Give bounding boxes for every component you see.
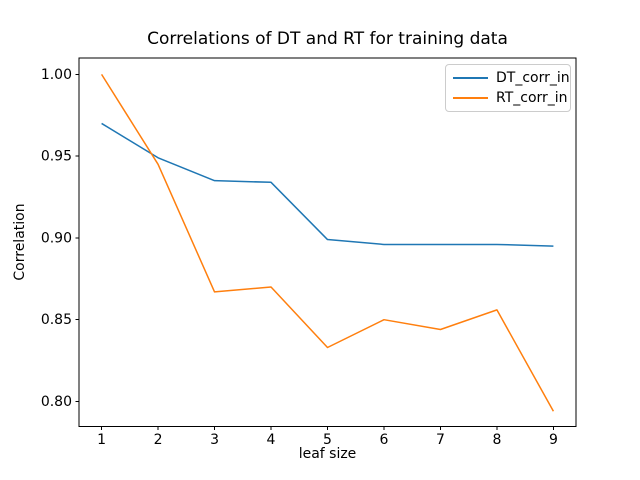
legend-item-rt: RT_corr_in: [453, 88, 568, 108]
x-tick-label: 9: [549, 432, 558, 448]
legend-item-dt: DT_corr_in: [453, 68, 570, 88]
chart-title: Correlations of DT and RT for training d…: [147, 29, 508, 49]
y-tick-label: 1.00: [41, 67, 72, 83]
legend-label-dt: DT_corr_in: [496, 70, 570, 86]
y-tick-label: 0.85: [41, 312, 72, 328]
x-axis-label: leaf size: [298, 446, 357, 462]
axes-frame: [78, 57, 577, 427]
legend-line-swatch-rt: [453, 97, 488, 99]
x-tick-label: 8: [492, 432, 501, 448]
x-tick-label: 6: [380, 432, 389, 448]
x-tick-label: 5: [323, 432, 332, 448]
x-tick-label: 7: [436, 432, 445, 448]
series-line-RT_corr_in: [100, 73, 555, 412]
y-tick-label: 0.80: [41, 394, 72, 410]
y-tick-label: 0.90: [41, 230, 72, 246]
y-tick-label: 0.95: [41, 149, 72, 165]
series-line-DT_corr_in: [101, 122, 554, 247]
legend-label-rt: RT_corr_in: [496, 90, 568, 106]
legend-line-swatch-dt: [453, 77, 488, 79]
x-tick-label: 4: [267, 432, 276, 448]
legend: DT_corr_in RT_corr_in: [445, 64, 571, 112]
y-axis-label: Correlation: [12, 203, 28, 281]
x-tick-label: 3: [210, 432, 219, 448]
x-tick-label: 2: [154, 432, 163, 448]
x-tick-label: 1: [97, 432, 106, 448]
